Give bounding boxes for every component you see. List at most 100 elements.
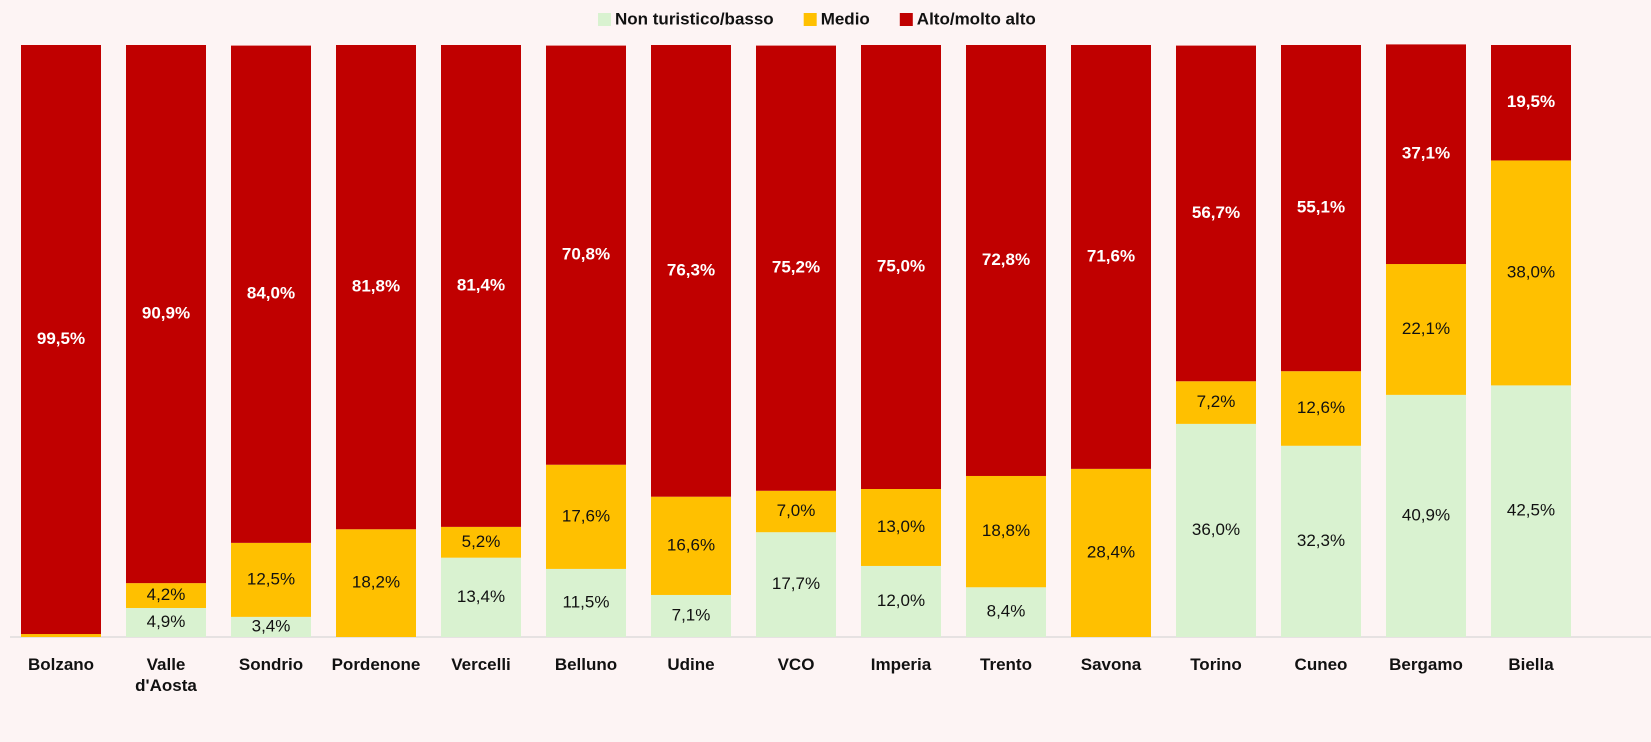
bar-segment	[126, 583, 206, 608]
data-label: 18,8%	[982, 521, 1030, 540]
bar-segment	[126, 45, 206, 584]
x-tick-label: Belluno	[554, 655, 618, 674]
bar-segment	[1176, 423, 1256, 637]
bar-segment	[1386, 394, 1466, 637]
data-label: 7,0%	[777, 501, 816, 520]
bar-segment	[1281, 45, 1361, 372]
data-label: 12,5%	[247, 569, 295, 588]
data-label: 5,2%	[462, 532, 501, 551]
bar-segment	[1071, 468, 1151, 637]
data-label: 81,4%	[457, 275, 505, 294]
bar-segment	[756, 490, 836, 533]
data-label: 56,7%	[1192, 203, 1240, 222]
bar-segment	[21, 634, 101, 637]
data-label: 75,2%	[772, 258, 820, 277]
data-label: 71,6%	[1087, 246, 1135, 265]
bar-segment	[1071, 45, 1151, 469]
x-tick-label: Pordenone	[331, 655, 421, 674]
x-tick-label: Savona	[1080, 655, 1142, 674]
legend-label: Medio	[821, 9, 870, 28]
data-label: 4,9%	[147, 612, 186, 631]
data-label: 17,6%	[562, 506, 610, 525]
data-label: 12,6%	[1297, 398, 1345, 417]
bar-segment	[231, 542, 311, 617]
data-label: 22,1%	[1402, 319, 1450, 338]
bar-segment	[336, 45, 416, 530]
legend-label: Non turistico/basso	[615, 9, 774, 28]
data-label: 8,4%	[987, 602, 1026, 621]
legend-swatch	[803, 13, 817, 26]
data-label: 84,0%	[247, 284, 295, 303]
bar-segment	[861, 489, 941, 566]
bar-segment	[441, 526, 521, 558]
bar-segment	[231, 616, 311, 637]
x-tick-label: Torino	[1190, 655, 1242, 674]
bar-segment	[441, 45, 521, 527]
data-label: 19,5%	[1507, 92, 1555, 111]
bar-segment	[546, 45, 626, 465]
bar-segment	[1491, 45, 1571, 161]
bar-segment	[651, 45, 731, 497]
data-label: 18,2%	[352, 573, 400, 592]
bar-segment	[1491, 385, 1571, 637]
data-label: 76,3%	[667, 260, 715, 279]
data-label: 16,6%	[667, 535, 715, 554]
x-tick-label: Biella	[1508, 655, 1554, 674]
bar-segment	[651, 496, 731, 595]
data-label: 7,2%	[1197, 392, 1236, 411]
bar-segment	[651, 594, 731, 637]
legend-label: Alto/molto alto	[917, 9, 1036, 28]
x-tick-label: Bergamo	[1389, 655, 1463, 674]
legend-swatch	[899, 13, 913, 26]
bar-segment	[441, 557, 521, 637]
data-label: 11,5%	[563, 592, 610, 611]
x-tick-label: Vercelli	[451, 655, 511, 674]
x-tick-label: Udine	[667, 655, 715, 674]
data-label: 3,4%	[252, 616, 291, 635]
bar-segment	[546, 568, 626, 637]
data-label: 7,1%	[672, 605, 711, 624]
bar-segment	[21, 45, 101, 635]
bar-segment	[126, 607, 206, 637]
data-label: 72,8%	[982, 250, 1030, 269]
bar-segment	[756, 45, 836, 491]
bar-segment	[1386, 264, 1466, 395]
data-label: 81,8%	[352, 277, 400, 296]
bar-segment	[861, 565, 941, 637]
x-tick-label: VCO	[777, 655, 815, 674]
bar-segment	[1491, 160, 1571, 386]
data-label: 42,5%	[1507, 501, 1555, 520]
data-label: 37,1%	[1402, 144, 1450, 163]
bar-segment	[861, 45, 941, 489]
x-tick-label: Valle d'Aosta	[135, 655, 197, 695]
bar-segment	[966, 475, 1046, 588]
x-tick-label: Imperia	[870, 655, 932, 674]
data-label: 99,5%	[37, 329, 85, 348]
bar-segment	[1176, 381, 1256, 424]
bar-segment	[1281, 371, 1361, 446]
data-label: 38,0%	[1507, 262, 1555, 281]
data-label: 12,0%	[877, 591, 925, 610]
bar-segment	[1281, 445, 1361, 637]
bar-segment	[231, 45, 311, 543]
bar-segment	[336, 529, 416, 637]
data-label: 75,0%	[877, 256, 925, 275]
data-label: 4,2%	[147, 585, 186, 604]
x-tick-label: Sondrio	[238, 655, 304, 674]
data-label: 32,3%	[1297, 531, 1345, 550]
x-tick-label: Cuneo	[1294, 655, 1348, 674]
data-label: 70,8%	[562, 245, 610, 264]
bar-segment	[756, 532, 836, 637]
bar-segment	[966, 45, 1046, 476]
legend-swatch	[598, 13, 611, 26]
data-label: 13,4%	[457, 587, 505, 606]
data-label: 40,9%	[1402, 505, 1450, 524]
data-label: 13,0%	[877, 517, 925, 536]
data-label: 36,0%	[1192, 520, 1240, 539]
bar-segment	[966, 587, 1046, 637]
data-label: 28,4%	[1087, 542, 1135, 561]
data-label: 55,1%	[1297, 198, 1345, 217]
bar-segment	[1176, 45, 1256, 382]
